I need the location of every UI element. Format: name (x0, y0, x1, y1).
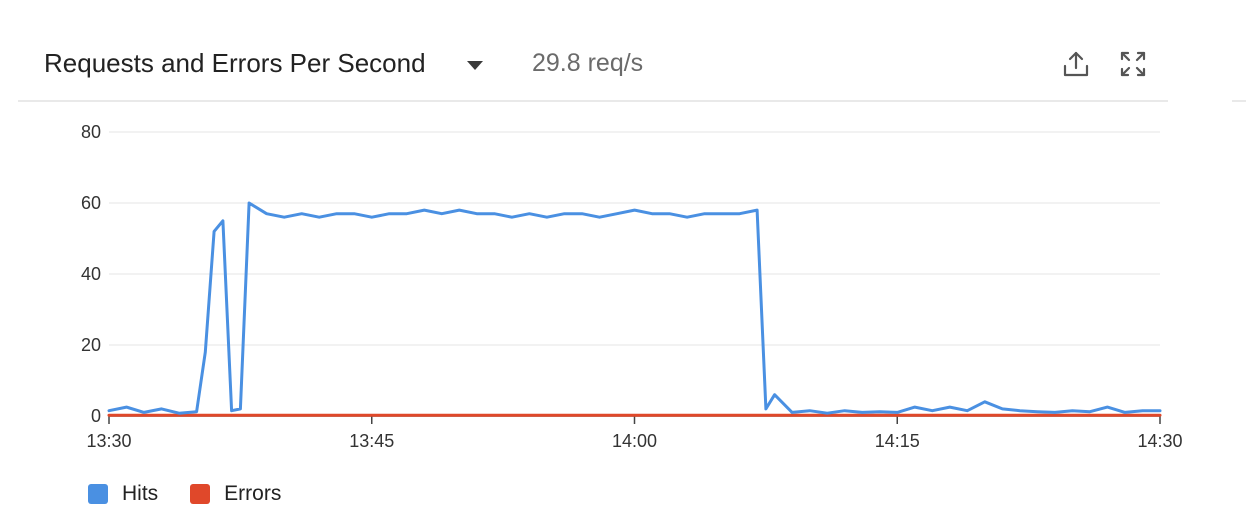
legend-swatch-hits (88, 484, 108, 504)
legend-label-errors: Errors (224, 482, 282, 505)
header-divider-right (1232, 100, 1246, 102)
y-tick-label: 20 (81, 335, 101, 355)
legend-swatch-errors (190, 484, 211, 504)
x-tick-label: 13:45 (349, 431, 394, 451)
series-line-hits (107, 201, 1162, 415)
y-tick-label: 0 (91, 406, 101, 426)
y-tick-label: 80 (81, 122, 101, 142)
header-divider (18, 100, 1168, 102)
legend-item-errors[interactable]: Errors (190, 482, 281, 506)
legend-item-hits[interactable]: Hits (88, 482, 158, 506)
line-chart: 0 20 40 60 80 13:30 13:45 14:00 14:15 14:30 (81, 122, 1183, 451)
chart-legend: Hits Errors (88, 482, 313, 506)
y-tick-label: 40 (81, 264, 101, 284)
caret-down-icon[interactable] (462, 52, 488, 78)
y-tick-label: 60 (81, 193, 101, 213)
x-tick-label: 14:30 (1137, 431, 1182, 451)
x-tick-label: 13:30 (86, 431, 131, 451)
chart-title: Requests and Errors Per Second (44, 48, 426, 78)
chart-header: Requests and Errors Per Second 29.8 req/… (0, 0, 1246, 100)
x-tick-label: 14:15 (875, 431, 920, 451)
x-tick-label: 14:00 (612, 431, 657, 451)
legend-label-hits: Hits (122, 482, 159, 505)
current-rate-value: 29.8 req/s (532, 49, 644, 77)
share-upload-icon[interactable] (1060, 48, 1092, 80)
expand-fullscreen-icon[interactable] (1117, 48, 1149, 80)
